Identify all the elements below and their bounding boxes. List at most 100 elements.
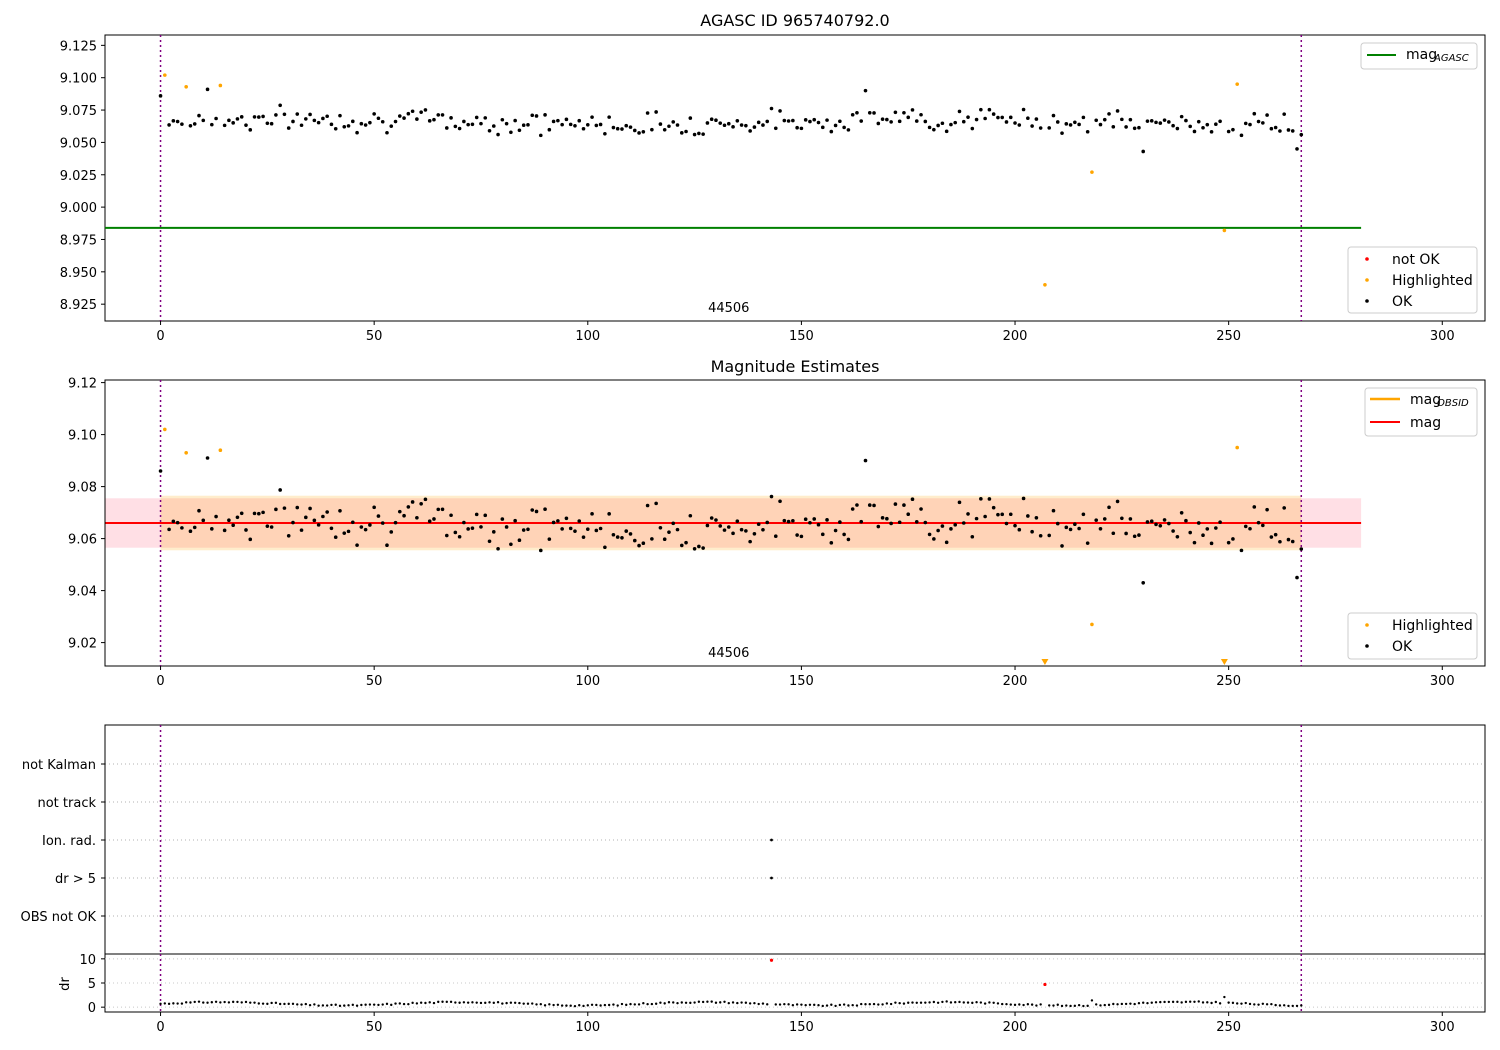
dr-point: [983, 1002, 987, 1005]
dr-point: [697, 1000, 701, 1003]
dr-point: [778, 1003, 782, 1006]
dr-point: [407, 1002, 410, 1006]
ok-point: [953, 120, 958, 125]
ok-point: [709, 117, 714, 122]
ok-point: [620, 127, 624, 131]
dr-point: [513, 1001, 517, 1004]
x-tick-label: 300: [1430, 674, 1455, 689]
dr-point: [808, 1003, 812, 1007]
ok-point: [1286, 537, 1291, 542]
y-tick-label: 8.925: [60, 298, 97, 313]
dr-point: [744, 1001, 748, 1004]
dr-point: [261, 1002, 265, 1005]
ok-point: [1282, 112, 1286, 116]
dr-point: [1235, 1002, 1239, 1005]
ok-point: [1171, 123, 1175, 128]
ok-point: [205, 456, 210, 460]
dr-point: [714, 1001, 718, 1004]
x-tick-label: 300: [1430, 329, 1455, 344]
legend-marker: [1365, 623, 1369, 627]
clipped-point-marker: [1220, 659, 1228, 665]
ok-point: [1196, 119, 1201, 124]
ok-point: [449, 116, 453, 120]
ok-point: [940, 524, 945, 528]
ok-point: [628, 532, 633, 536]
ok-point: [521, 123, 526, 127]
ok-point: [705, 523, 710, 528]
ok-point: [1013, 523, 1017, 528]
ok-point: [1265, 507, 1269, 512]
ok-point: [197, 113, 201, 118]
ok-point: [406, 505, 411, 509]
ok-point: [239, 115, 244, 119]
ok-point: [662, 127, 667, 132]
dr-point: [415, 1002, 419, 1005]
dr-point: [1133, 1002, 1136, 1006]
dr-point: [1240, 1002, 1243, 1005]
ok-point: [1008, 115, 1013, 120]
dr-point: [971, 1001, 974, 1005]
ok-point: [726, 121, 731, 126]
ok-point: [470, 526, 475, 530]
ok-point: [410, 500, 415, 504]
ok-point: [756, 120, 761, 125]
ok-point: [1154, 120, 1158, 125]
ok-point: [645, 111, 650, 115]
dr-point: [1197, 1000, 1200, 1003]
ok-point: [551, 119, 556, 124]
y-tick-label: 9.100: [60, 72, 97, 87]
ok-point: [1179, 510, 1184, 515]
ok-point: [1107, 112, 1111, 116]
ok-point: [615, 535, 620, 539]
y-tick-label: 9.075: [60, 104, 97, 119]
x-tick-label: 100: [575, 674, 600, 689]
ok-point: [1073, 120, 1077, 125]
dr-point: [227, 1001, 231, 1004]
ok-point: [1081, 512, 1086, 517]
ok-point: [983, 514, 987, 519]
ok-point: [684, 129, 688, 134]
dr-point: [479, 1001, 483, 1005]
dr-point: [996, 1002, 1000, 1005]
dr-point: [599, 1004, 602, 1007]
highlighted-point: [1090, 622, 1094, 627]
ok-point: [1299, 547, 1304, 551]
ok-point: [654, 501, 658, 506]
ok-point: [222, 123, 227, 128]
ok-point: [812, 117, 817, 122]
dr-point: [462, 1001, 466, 1004]
ok-point: [278, 103, 282, 108]
ok-point: [338, 509, 342, 513]
ok-point: [714, 518, 718, 522]
dr-point: [936, 1001, 940, 1005]
ok-point: [859, 119, 864, 123]
dr-point: [629, 1002, 632, 1006]
dr-point: [646, 1002, 649, 1006]
ok-point: [487, 539, 492, 544]
ok-point: [419, 502, 423, 506]
ok-point: [902, 110, 906, 115]
ok-point: [1239, 133, 1244, 138]
ok-point: [479, 525, 483, 529]
ok-point: [590, 512, 594, 516]
dr-point: [1039, 1003, 1042, 1006]
ok-point: [1098, 122, 1103, 127]
dr-point: [650, 1002, 654, 1006]
ok-point: [504, 525, 509, 529]
ok-point: [927, 532, 932, 537]
ok-point: [1278, 539, 1282, 544]
ok-point: [867, 110, 872, 115]
legend-status: [1347, 246, 1478, 314]
ok-point: [1137, 125, 1141, 130]
dr-point: [607, 1003, 611, 1007]
ok-point: [671, 120, 676, 124]
dr-point: [659, 1001, 662, 1004]
ok-point: [397, 114, 402, 118]
ok-point: [1273, 532, 1278, 537]
ok-point: [684, 540, 688, 545]
ok-point: [880, 516, 885, 520]
ok-point: [923, 119, 928, 124]
ok-point: [1030, 124, 1034, 128]
ok-point: [423, 108, 428, 112]
dr-point: [569, 1004, 572, 1007]
